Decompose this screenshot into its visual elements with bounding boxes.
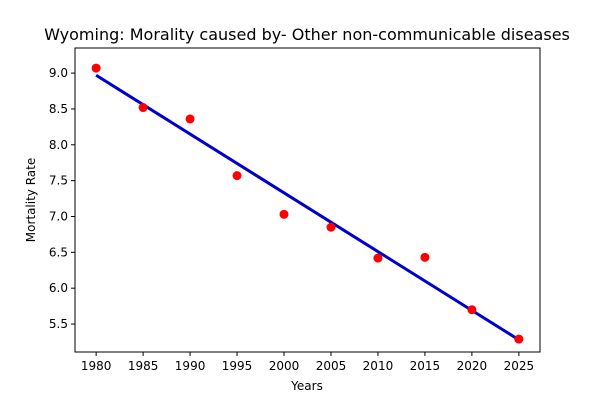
x-tick-label: 1980	[81, 359, 112, 373]
data-point	[232, 171, 242, 181]
y-axis-label: Mortality Rate	[24, 158, 38, 243]
data-point	[279, 209, 289, 219]
y-tick-label: 6.0	[49, 281, 68, 295]
x-tick-label: 1985	[128, 359, 159, 373]
x-tick-label: 2015	[410, 359, 441, 373]
x-tick-label: 2020	[457, 359, 488, 373]
x-tick-label: 2010	[363, 359, 394, 373]
data-point	[326, 222, 336, 232]
x-tick-label: 1990	[175, 359, 206, 373]
plot-frame	[74, 47, 541, 353]
y-tick-label: 7.5	[49, 174, 68, 188]
y-tick-label: 8.0	[49, 138, 68, 152]
y-tick-label: 7.0	[49, 209, 68, 223]
x-tick-label: 2000	[269, 359, 300, 373]
y-axis: 5.5 6.0 6.5 7.0 7.5 8.0 8.5 9.0	[49, 66, 75, 331]
data-point	[420, 252, 430, 262]
data-point	[91, 63, 101, 73]
y-tick-label: 8.5	[49, 102, 68, 116]
data-point	[373, 253, 383, 263]
scatter-points	[91, 63, 524, 344]
trend-line-layer	[95, 73, 520, 342]
data-point	[185, 114, 195, 124]
y-tick-label: 5.5	[49, 317, 68, 331]
data-point	[467, 305, 477, 315]
x-tick-label: 2005	[316, 359, 347, 373]
data-point	[138, 103, 148, 113]
y-tick-label: 6.5	[49, 245, 68, 259]
trend-line	[95, 73, 520, 342]
x-axis-label: Years	[290, 379, 323, 393]
data-point	[514, 334, 524, 344]
chart-title: Wyoming: Morality caused by- Other non-c…	[44, 25, 570, 44]
x-axis: 1980 1985 1990 1995 2000 2005 2010 2015 2020 2025	[81, 352, 534, 373]
x-tick-label: 2025	[504, 359, 535, 373]
x-tick-label: 1995	[222, 359, 253, 373]
y-tick-label: 9.0	[49, 66, 68, 80]
